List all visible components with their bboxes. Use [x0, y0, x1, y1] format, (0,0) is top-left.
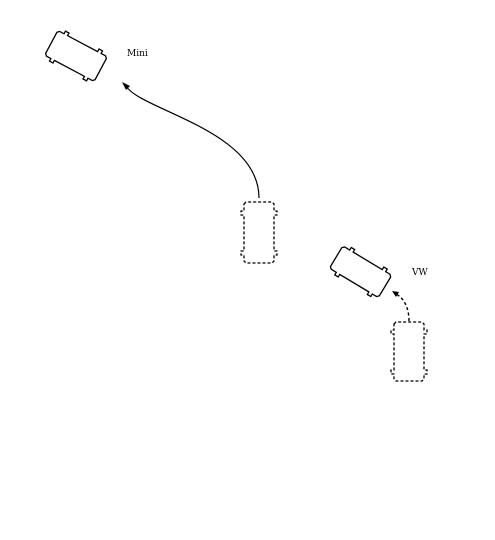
mini-path-arrow — [125, 85, 260, 199]
mini-car-final — [44, 30, 108, 82]
vw-path-arrow — [395, 293, 410, 322]
mini-label: Mini — [127, 49, 148, 59]
mini-car-start — [240, 201, 278, 264]
mini-arrowhead — [122, 82, 130, 90]
vw-car-final — [329, 246, 392, 298]
vw-car-start — [390, 321, 428, 382]
vw-label: VW — [411, 268, 428, 278]
vw-arrowhead — [392, 291, 399, 297]
